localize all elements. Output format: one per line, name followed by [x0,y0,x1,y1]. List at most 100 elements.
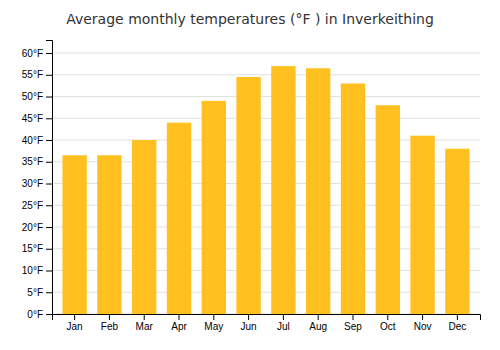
tick-label: 45°F [22,113,43,124]
x-tick: Jul [277,314,290,332]
tick-mark [144,314,145,320]
y-tick: 35°F [22,156,52,167]
plot: 0°F 5°F 10°F 15°F 20°F 25°F 30°F 35°F 40°F 45°F 50… [22,41,481,333]
y-tick: 25°F [22,200,52,211]
tick-mark [46,205,52,206]
axis-line [46,41,53,315]
tick-label: Sep [344,321,362,332]
x-tick: Oct [380,314,396,332]
x-tick: Sep [344,314,362,332]
tick-label: Mar [136,321,154,332]
tick-mark [46,314,52,315]
grid [52,53,480,314]
tick-label: 5°F [27,287,43,298]
bar [376,105,400,314]
tick-label: 10°F [22,265,43,276]
bar [62,155,86,314]
grid-line [52,74,480,75]
y-axis: 0°F 5°F 10°F 15°F 20°F 25°F 30°F 35°F 40°F 45°F 50… [22,41,53,320]
tick-label: Jan [67,321,83,332]
tick-mark [179,314,180,320]
y-tick: 55°F [22,69,52,80]
tick-mark [109,314,110,320]
tick-label: 15°F [22,243,43,254]
y-tick: 10°F [22,265,52,276]
x-tick: Nov [414,314,432,332]
bar [97,155,121,314]
tick-label: Apr [171,321,187,332]
tick-mark [352,314,353,320]
bar [410,136,434,314]
tick-label: 40°F [22,135,43,146]
tick-label: 35°F [22,156,43,167]
tick-mark [46,271,52,272]
tick-label: 30°F [22,178,43,189]
axis-line [53,315,481,321]
tick-label: 0°F [27,309,43,320]
tick-mark [46,292,52,293]
grid-line [52,96,480,97]
y-tick: 60°F [22,48,52,59]
tick-mark [46,162,52,163]
tick-mark [74,314,75,320]
tick-label: 60°F [22,48,43,59]
tick-mark [46,184,52,185]
y-tick: 5°F [27,287,52,298]
tick-mark [46,227,52,228]
y-tick: 30°F [22,178,52,189]
tick-mark [46,53,52,54]
x-tick: Mar [136,314,154,332]
tick-label: Feb [101,321,119,332]
tick-label: Oct [380,321,396,332]
title: Average monthly temperatures (°F ) in In… [66,11,434,27]
grid-line [52,118,480,119]
tick-mark [387,314,388,320]
x-axis: Jan Feb Mar Apr May Jun Jul Aug Sep Oct Nov Dec [53,314,481,332]
bar [341,83,365,314]
x-tick: Apr [171,314,187,332]
bar [306,68,330,314]
tick-label: Nov [414,321,432,332]
x-tick: May [204,314,223,332]
tick-mark [422,314,423,320]
bar [132,140,156,314]
tick-label: 50°F [22,91,43,102]
tick-label: 25°F [22,200,43,211]
tick-mark [46,118,52,119]
tick-mark [46,249,52,250]
bar [445,149,469,314]
x-tick: Jan [67,314,83,332]
bar [236,77,260,314]
chart: 0°F 5°F 10°F 15°F 20°F 25°F 30°F 35°F 40°F 45°F 50… [0,0,500,350]
tick-mark [46,75,52,76]
x-tick: Feb [101,314,119,332]
y-tick: 0°F [27,309,52,320]
tick-mark [213,314,214,320]
tick-mark [248,314,249,320]
bar [167,123,191,314]
y-tick: 40°F [22,135,52,146]
tick-label: Aug [309,321,327,332]
tick-mark [46,140,52,141]
tick-mark [283,314,284,320]
bar [271,66,295,314]
tick-mark [318,314,319,320]
x-tick: Aug [309,314,327,332]
tick-mark [457,314,458,320]
y-tick: 45°F [22,113,52,124]
tick-label: May [204,321,223,332]
bars [62,66,469,314]
tick-label: Jun [241,321,257,332]
tick-label: Dec [448,321,466,332]
x-tick: Jun [241,314,257,332]
y-tick: 20°F [22,222,52,233]
x-tick: Dec [448,314,466,332]
tick-mark [46,97,52,98]
tick-label: 20°F [22,222,43,233]
bar [202,101,226,314]
tick-label: 55°F [22,69,43,80]
grid-line [52,53,480,54]
y-tick: 50°F [22,91,52,102]
tick-label: Jul [277,321,290,332]
y-tick: 15°F [22,243,52,254]
